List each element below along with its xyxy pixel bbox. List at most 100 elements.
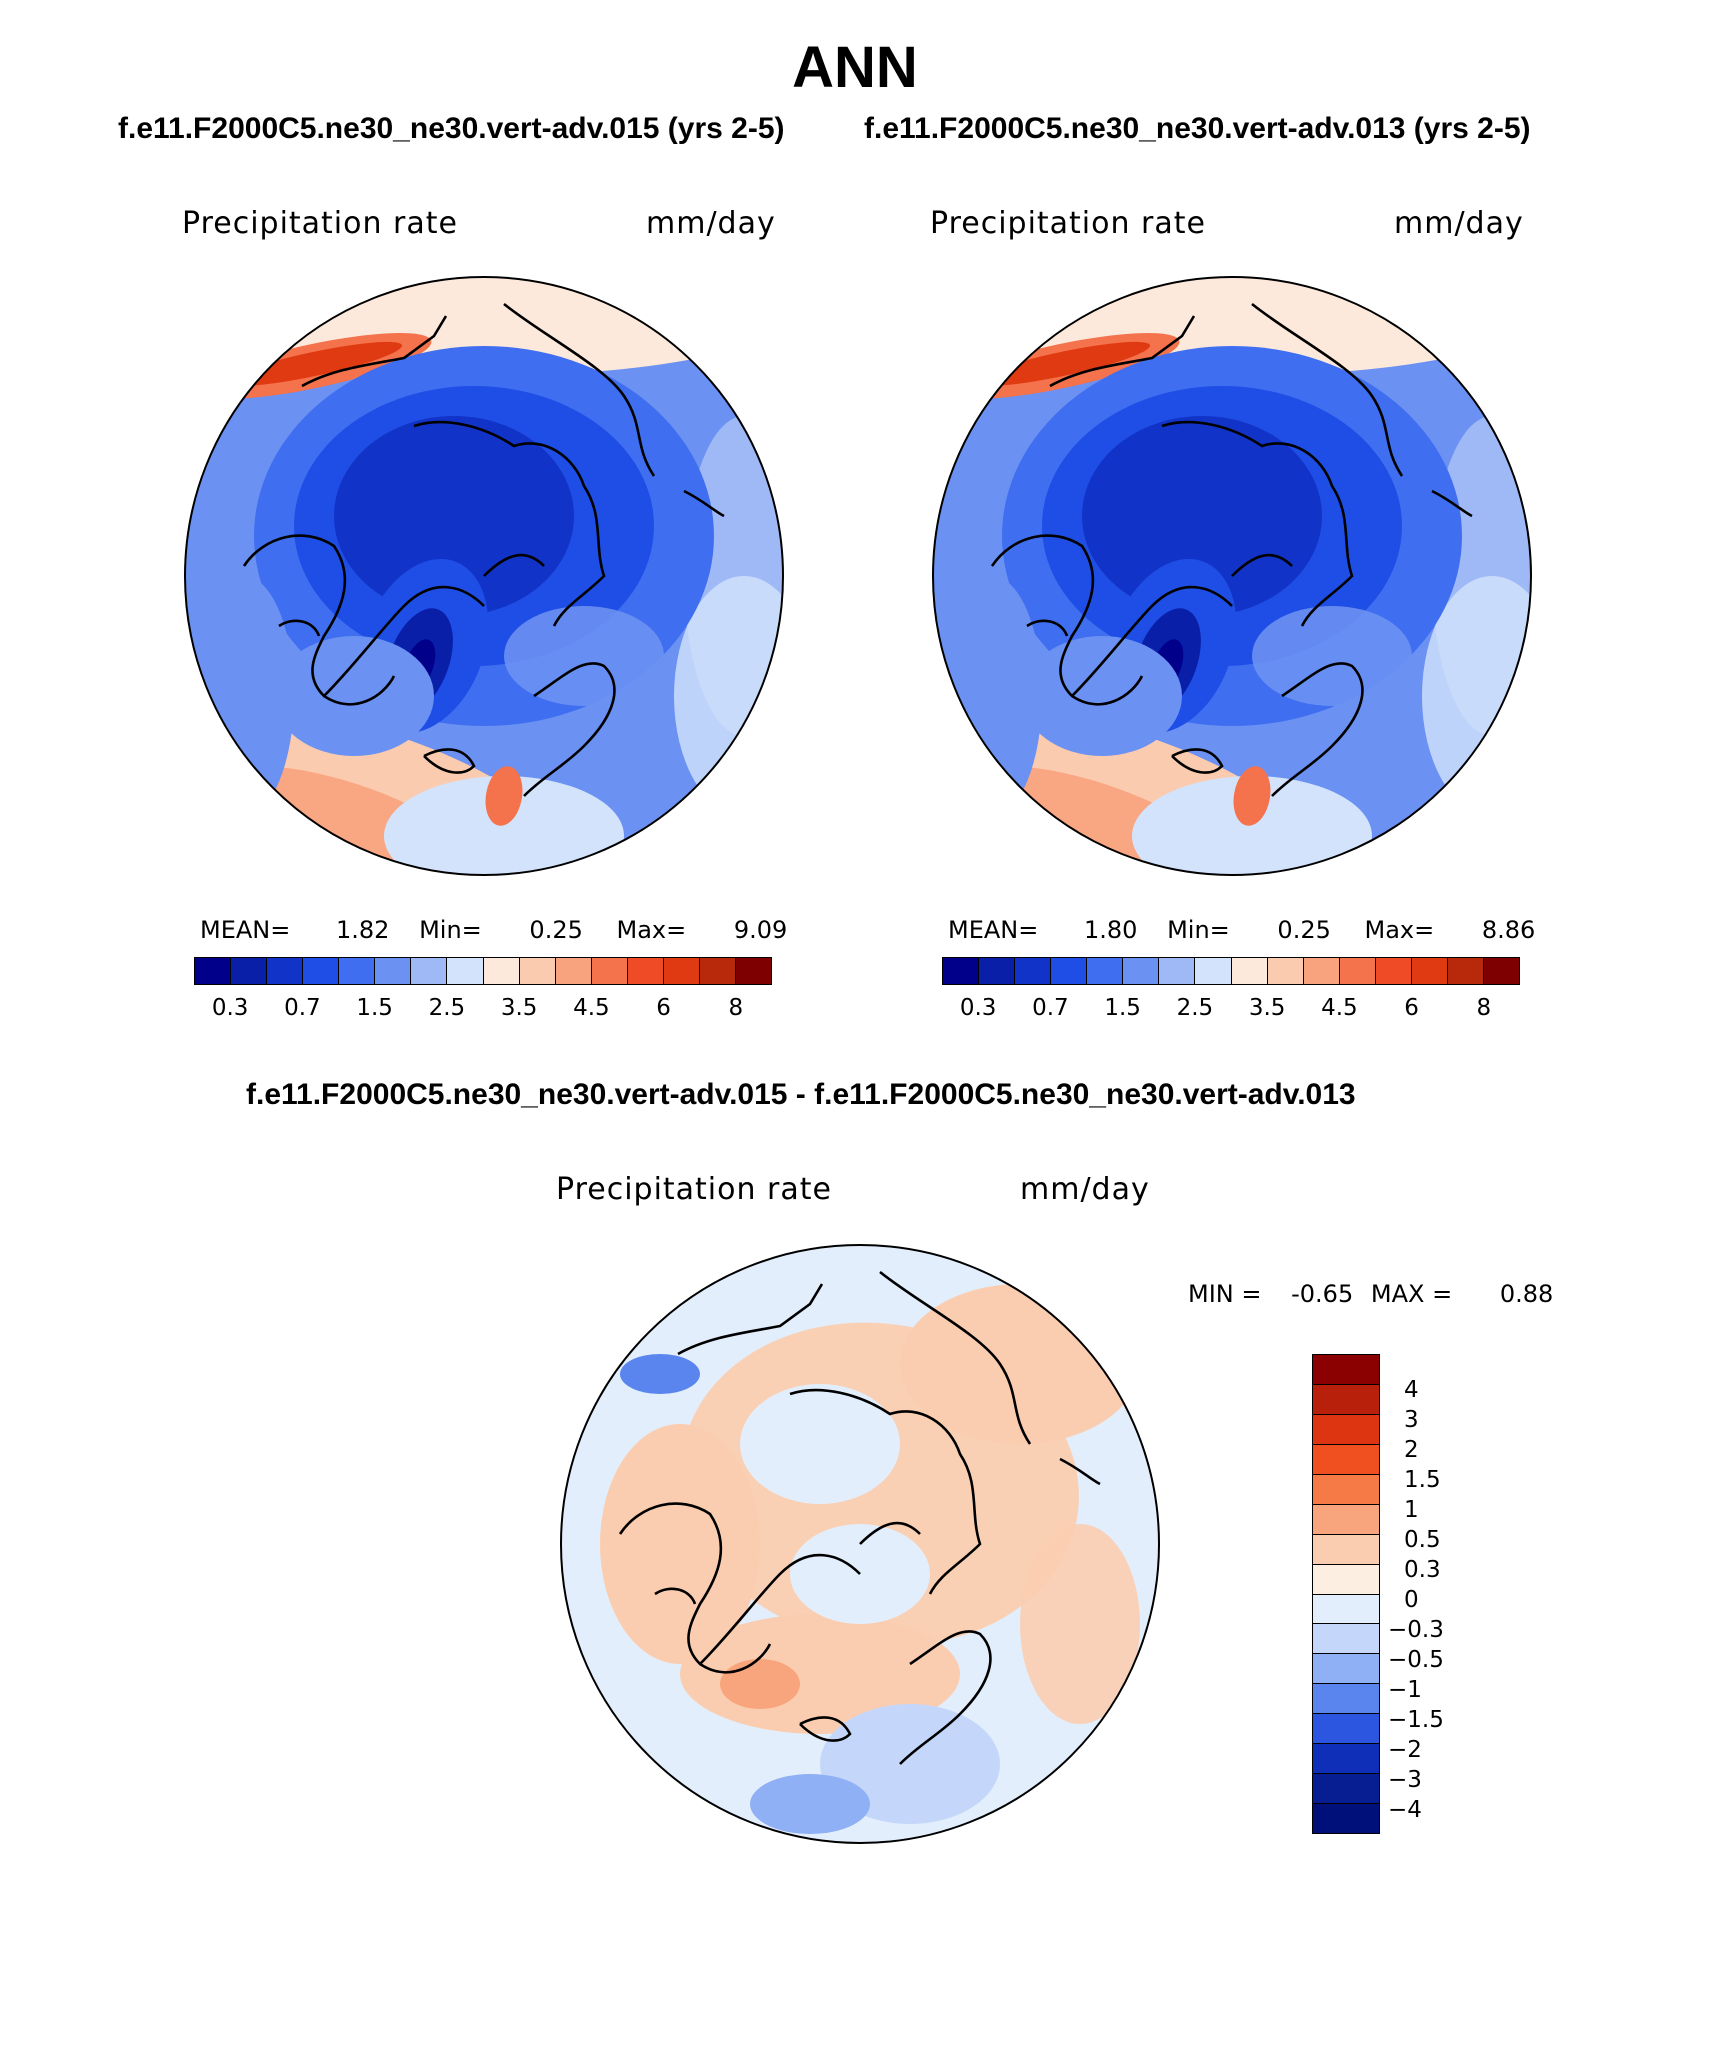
coastline (1251, 302, 1404, 477)
colorbar-swatch (519, 958, 556, 984)
colorbar-swatch (1313, 1804, 1379, 1833)
colorbar-swatch (1313, 1355, 1379, 1385)
colorbar-swatch (979, 958, 1016, 984)
field-region (720, 1659, 800, 1709)
colorbar-tick-label: 4 (1404, 1377, 1419, 1403)
colorbar-tick-label: −0.3 (1388, 1617, 1444, 1643)
colorbar-tick-label: −2 (1388, 1737, 1422, 1763)
colorbar-swatch (1313, 1714, 1379, 1745)
colorbar-tick-label: 4.5 (573, 995, 610, 1021)
panel3-min-value: -0.65 (1291, 1280, 1354, 1308)
coastlines (618, 1270, 1101, 1765)
colorbar-swatch (663, 958, 700, 984)
field-region (973, 341, 1151, 387)
field-region (1020, 1524, 1140, 1724)
panel1-polar-map (184, 276, 784, 876)
field-region (504, 606, 664, 706)
coastline (1049, 315, 1196, 388)
coastline (503, 302, 656, 477)
colorbar-swatch (1303, 958, 1340, 984)
coastline (483, 553, 545, 577)
coastline (242, 534, 396, 706)
colorbar-swatch (375, 958, 412, 984)
panel2-max-value: 8.86 (1481, 916, 1536, 944)
colorbar-tick-label: 6 (1404, 995, 1419, 1021)
colorbar-swatch (1195, 958, 1232, 984)
colorbar-tick-label: 8 (1476, 995, 1492, 1021)
colorbar-tick-label: −0.5 (1388, 1647, 1444, 1673)
panel1-stats: MEAN= 1.82 Min= 0.25 Max= 9.09 (200, 916, 787, 944)
colorbar-swatch (1313, 1564, 1379, 1595)
panel2-mean-label: MEAN= (948, 916, 1039, 944)
colorbar-swatch (1231, 958, 1268, 984)
colorbar-swatch (1339, 958, 1376, 984)
field-region (600, 1424, 760, 1664)
coastlines (242, 302, 725, 797)
panel3-max-label: MAX = (1370, 1280, 1453, 1308)
coastline (1026, 619, 1069, 637)
field-region (485, 766, 523, 826)
panel2-polar-map (932, 276, 1532, 876)
colorbar-tick-label: 1 (1404, 1497, 1419, 1523)
field-region (942, 576, 1042, 816)
coastline (699, 1553, 861, 1665)
coastline (799, 1716, 852, 1742)
colorbar-tick-label: 0.3 (211, 995, 249, 1021)
coastline (278, 619, 321, 637)
colorbar-tick-label: 1.5 (1104, 995, 1141, 1021)
panel3-max-value: 0.88 (1499, 1280, 1554, 1308)
colorbar-swatch (1411, 958, 1448, 984)
field-region (1082, 416, 1322, 616)
colorbar-tick-label: 0 (1404, 1587, 1419, 1613)
coastline (789, 1388, 982, 1595)
colorbar-tick-label: −1 (1388, 1677, 1422, 1703)
field-layer (185, 277, 783, 875)
panel3-polar-map (560, 1244, 1160, 1844)
colorbar-swatch (1313, 1444, 1379, 1475)
field-layer (933, 277, 1531, 875)
colorbar-swatch (1313, 1594, 1379, 1625)
colorbar-swatch (1313, 1624, 1379, 1655)
panel1-min-value: 0.25 (529, 916, 583, 944)
panel1-colorbar (194, 957, 772, 985)
colorbar-tick-label: −3 (1388, 1767, 1422, 1793)
colorbar-swatch (1267, 958, 1304, 984)
coastline (1071, 585, 1233, 697)
colorbar-swatch (943, 958, 980, 984)
colorbar-swatch (1313, 1414, 1379, 1445)
panel1-max-value: 9.09 (733, 916, 788, 944)
colorbar-tick-label: 3.5 (500, 995, 538, 1021)
colorbar-swatch (1313, 1654, 1379, 1685)
colorbar-tick-label: 2.5 (428, 995, 466, 1021)
colorbar-tick-label: 3 (1404, 1407, 1419, 1433)
field-region (1022, 636, 1182, 756)
colorbar-tick-label: 4.5 (1321, 995, 1358, 1021)
colorbar-swatch (1313, 1534, 1379, 1565)
field-region (1252, 606, 1412, 706)
coastline (1171, 748, 1224, 774)
colorbar-tick-label: −4 (1388, 1797, 1422, 1823)
colorbar-swatch (1375, 958, 1412, 984)
field-layer (561, 1245, 1159, 1843)
colorbar-swatch (447, 958, 484, 984)
field-region (1233, 766, 1271, 826)
left-case-title: f.e11.F2000C5.ne30_ne30.vert-adv.015 (yr… (118, 112, 785, 145)
panel2-max-label: Max= (1364, 916, 1435, 944)
field-region (933, 277, 1531, 376)
panel3-variable-label: Precipitation rate (556, 1172, 832, 1207)
panel3-colorbar (1312, 1354, 1380, 1834)
coastline (879, 1270, 1032, 1445)
panel1-min-label: Min= (419, 916, 482, 944)
difference-title: f.e11.F2000C5.ne30_ne30.vert-adv.015 - f… (246, 1078, 1356, 1111)
coastline (1059, 1457, 1101, 1486)
colorbar-swatch (1015, 958, 1052, 984)
coastline (1231, 553, 1293, 577)
field-region (674, 576, 783, 816)
coastlines (990, 302, 1473, 797)
coastline (523, 662, 616, 797)
colorbar-tick-label: 0.7 (284, 995, 321, 1021)
colorbar-swatch (303, 958, 340, 984)
colorbar-swatch (1313, 1684, 1379, 1715)
field-region (194, 576, 294, 816)
coastline (618, 1502, 772, 1674)
